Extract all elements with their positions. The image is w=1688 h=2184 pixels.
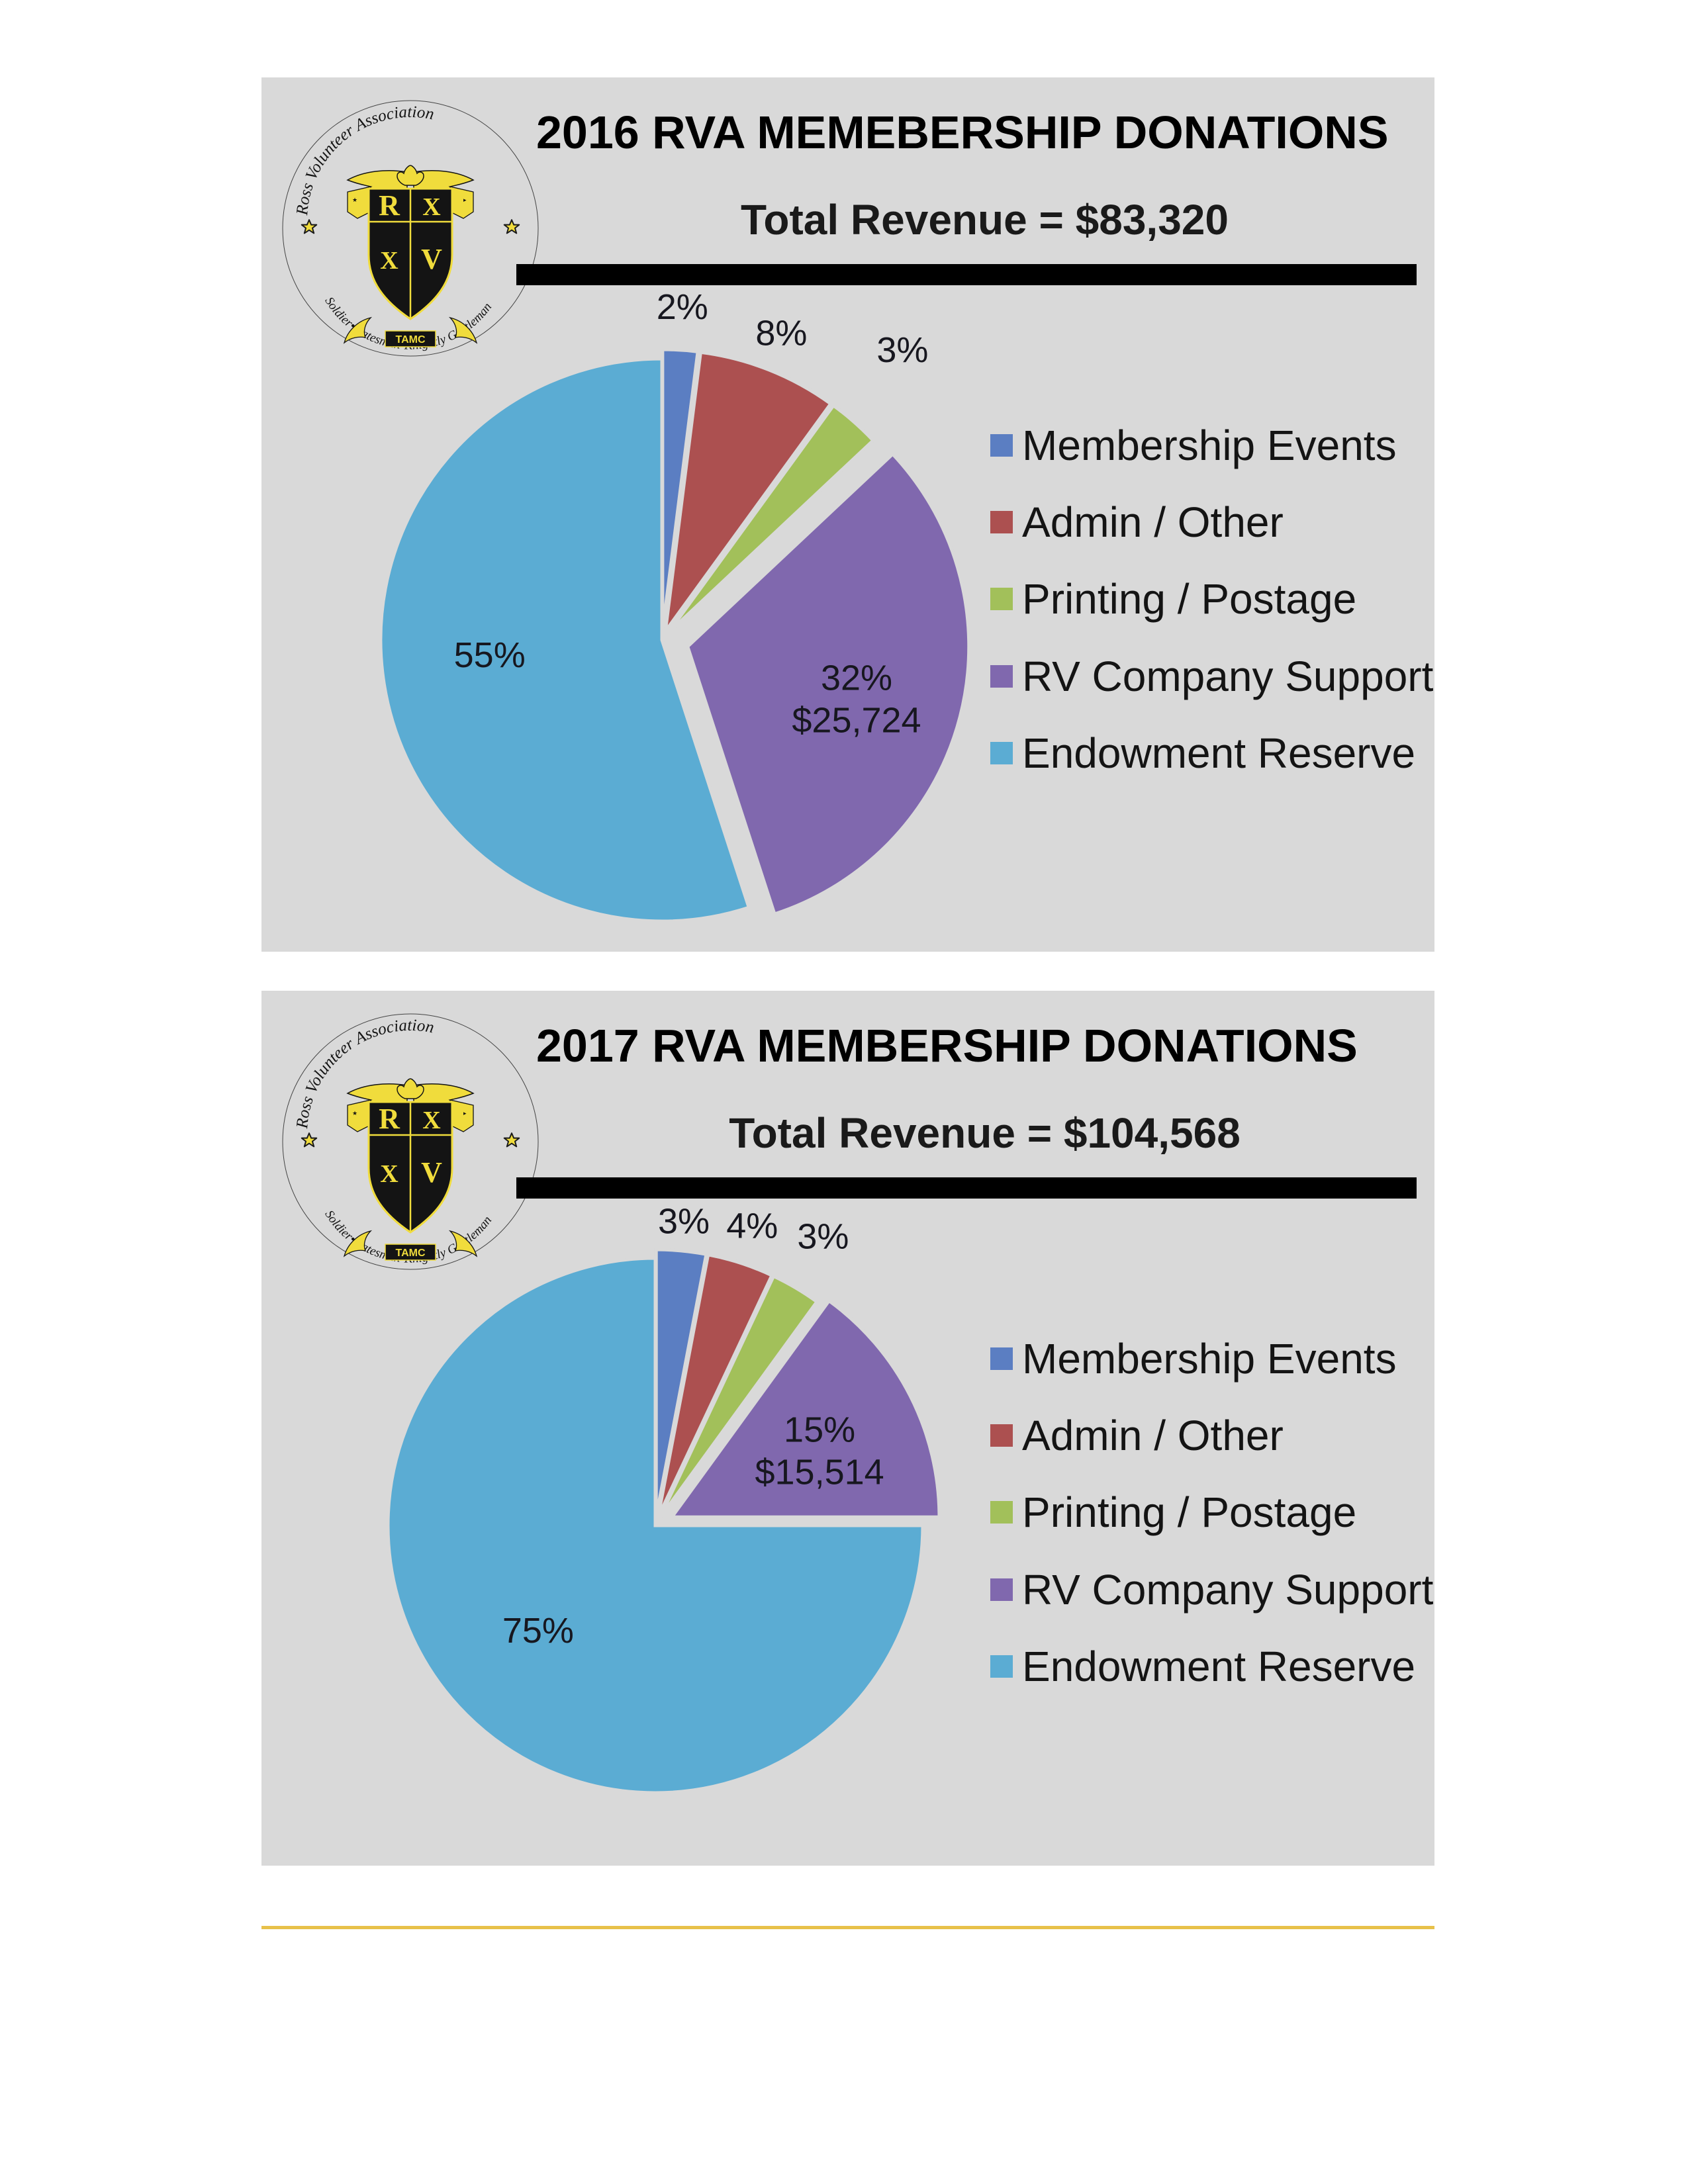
svg-text:3%: 3%	[797, 1217, 849, 1257]
svg-text:2%: 2%	[657, 287, 708, 327]
svg-text:4%: 4%	[726, 1206, 778, 1246]
svg-text:75%: 75%	[502, 1611, 574, 1651]
svg-text:32%: 32%	[821, 659, 892, 698]
svg-text:15%: 15%	[784, 1410, 855, 1450]
svg-text:$15,514: $15,514	[755, 1453, 884, 1492]
svg-text:8%: 8%	[755, 313, 807, 353]
svg-text:$25,724: $25,724	[792, 701, 921, 741]
svg-text:3%: 3%	[876, 330, 928, 370]
svg-text:3%: 3%	[658, 1202, 710, 1242]
svg-text:55%: 55%	[454, 635, 526, 675]
